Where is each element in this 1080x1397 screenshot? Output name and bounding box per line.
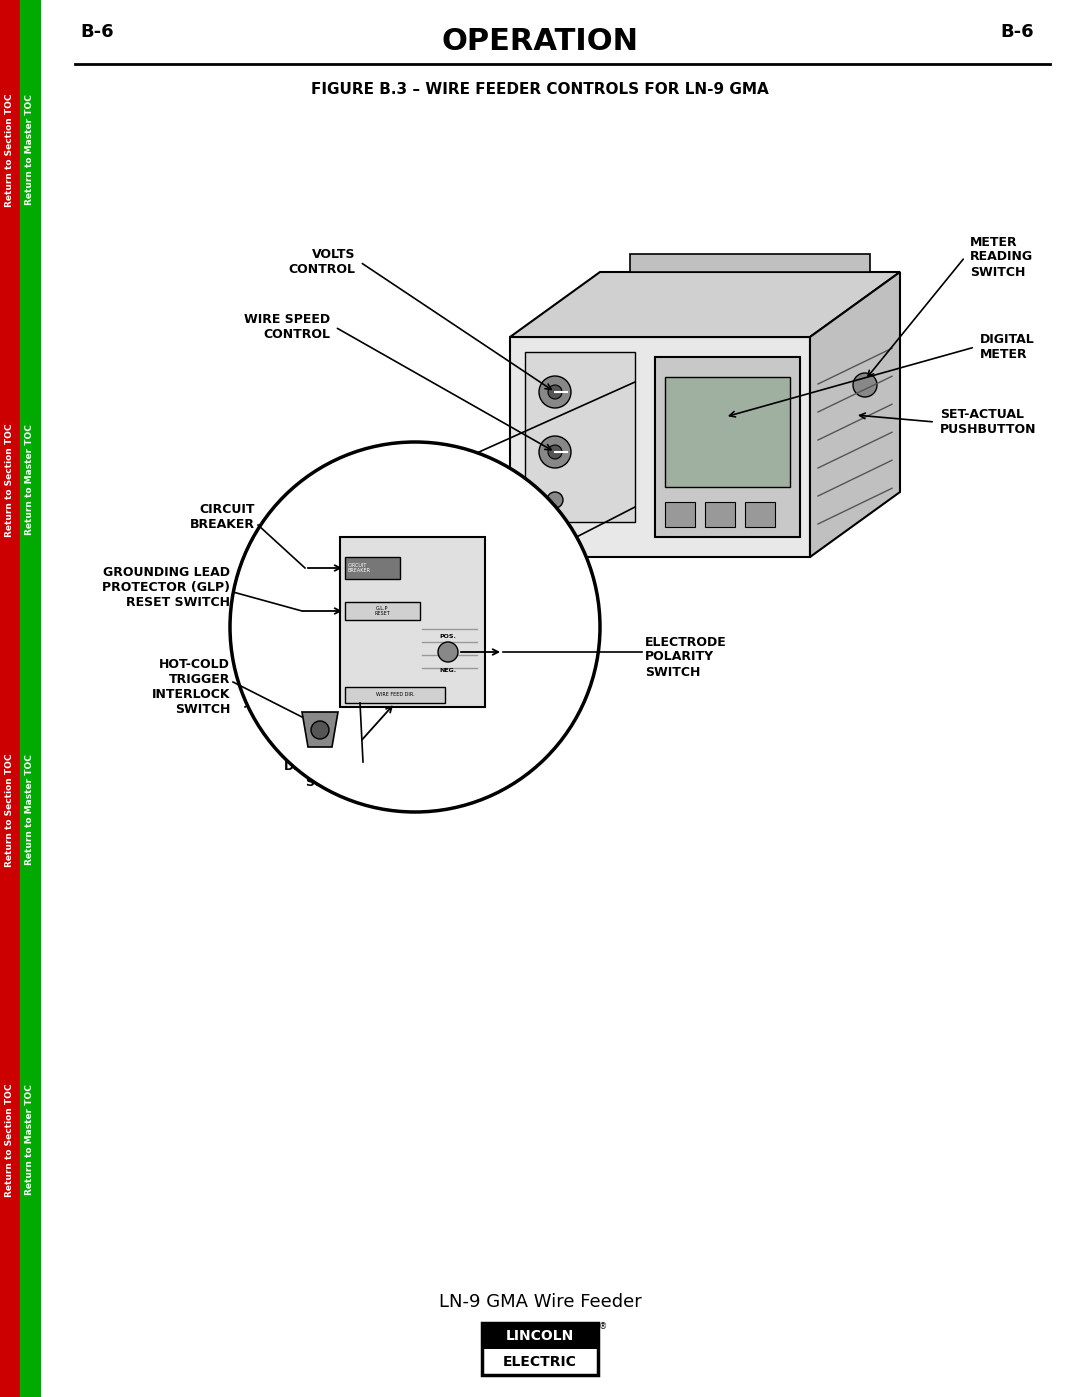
Text: CIRCUIT
BREAKER: CIRCUIT BREAKER	[190, 503, 255, 531]
Bar	[482, 1323, 598, 1350]
Text: GROUNDING LEAD
PROTECTOR (GLP)
RESET SWITCH: GROUNDING LEAD PROTECTOR (GLP) RESET SWI…	[102, 566, 230, 609]
Text: Return to Master TOC: Return to Master TOC	[26, 754, 35, 865]
Text: Return to Section TOC: Return to Section TOC	[5, 94, 14, 207]
Bar	[665, 502, 696, 527]
Text: FIGURE B.3 – WIRE FEEDER CONTROLS FOR LN-9 GMA: FIGURE B.3 – WIRE FEEDER CONTROLS FOR LN…	[311, 81, 769, 96]
Bar	[21, 0, 40, 1397]
Text: METER
READING
SWITCH: METER READING SWITCH	[970, 236, 1034, 278]
Text: DIGITAL
METER: DIGITAL METER	[980, 332, 1035, 360]
Text: ELECTRODE
POLARITY
SWITCH: ELECTRODE POLARITY SWITCH	[645, 636, 727, 679]
Text: Return to Section TOC: Return to Section TOC	[5, 1083, 14, 1197]
Text: WIRE FEED DIR.: WIRE FEED DIR.	[376, 693, 415, 697]
Circle shape	[539, 376, 571, 408]
Bar	[340, 536, 485, 707]
Bar	[745, 502, 775, 527]
Bar	[665, 377, 789, 488]
Polygon shape	[510, 272, 900, 337]
Text: B-6: B-6	[1000, 22, 1034, 41]
Text: POS.: POS.	[440, 634, 457, 640]
Bar	[630, 254, 870, 272]
Polygon shape	[302, 712, 338, 747]
Text: LN-9 GMA Wire Feeder: LN-9 GMA Wire Feeder	[438, 1294, 642, 1310]
Polygon shape	[810, 272, 900, 557]
Circle shape	[539, 436, 571, 468]
Bar	[525, 352, 635, 522]
Bar	[0, 0, 21, 1397]
Circle shape	[230, 441, 600, 812]
Bar	[345, 602, 420, 620]
Text: LINCOLN: LINCOLN	[505, 1329, 575, 1343]
Text: WIRE SPEED
CONTROL: WIRE SPEED CONTROL	[244, 313, 330, 341]
Circle shape	[548, 386, 562, 400]
Text: Return to Section TOC: Return to Section TOC	[5, 753, 14, 866]
Bar	[654, 358, 800, 536]
Bar	[345, 557, 400, 578]
Text: Return to Master TOC: Return to Master TOC	[26, 425, 35, 535]
Text: CIRCUIT
BREAKER: CIRCUIT BREAKER	[348, 563, 372, 573]
Circle shape	[311, 721, 329, 739]
Circle shape	[546, 492, 563, 509]
Text: Return to Section TOC: Return to Section TOC	[5, 423, 14, 536]
Circle shape	[438, 643, 458, 662]
Circle shape	[548, 446, 562, 460]
Text: VOLTS
CONTROL: VOLTS CONTROL	[288, 249, 355, 277]
Text: ®: ®	[599, 1323, 607, 1331]
Text: Return to Master TOC: Return to Master TOC	[26, 95, 35, 205]
Text: HOT-COLD
TRIGGER
INTERLOCK
SWITCH: HOT-COLD TRIGGER INTERLOCK SWITCH	[151, 658, 230, 717]
Text: B-6: B-6	[80, 22, 113, 41]
Polygon shape	[510, 337, 810, 557]
Text: NEG.: NEG.	[440, 668, 457, 672]
Text: SET-ACTUAL
PUSHBUTTON: SET-ACTUAL PUSHBUTTON	[940, 408, 1037, 436]
Text: ELECTRIC: ELECTRIC	[503, 1355, 577, 1369]
Bar	[345, 687, 445, 703]
Text: G.L.P
RESET: G.L.P RESET	[374, 606, 390, 616]
Circle shape	[853, 373, 877, 397]
Text: Return to Master TOC: Return to Master TOC	[26, 1084, 35, 1196]
Text: OPERATION: OPERATION	[442, 28, 638, 56]
Bar	[482, 1323, 598, 1375]
Bar	[705, 502, 735, 527]
Text: WIRE-FEED
DIRECTION
SWITCH: WIRE-FEED DIRECTION SWITCH	[283, 746, 360, 788]
